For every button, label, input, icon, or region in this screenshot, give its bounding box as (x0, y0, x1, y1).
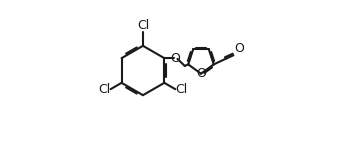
Text: O: O (170, 52, 180, 65)
Text: Cl: Cl (175, 83, 187, 96)
Text: O: O (234, 42, 244, 55)
Text: Cl: Cl (137, 19, 149, 32)
Text: O: O (196, 67, 206, 80)
Text: Cl: Cl (98, 83, 111, 96)
